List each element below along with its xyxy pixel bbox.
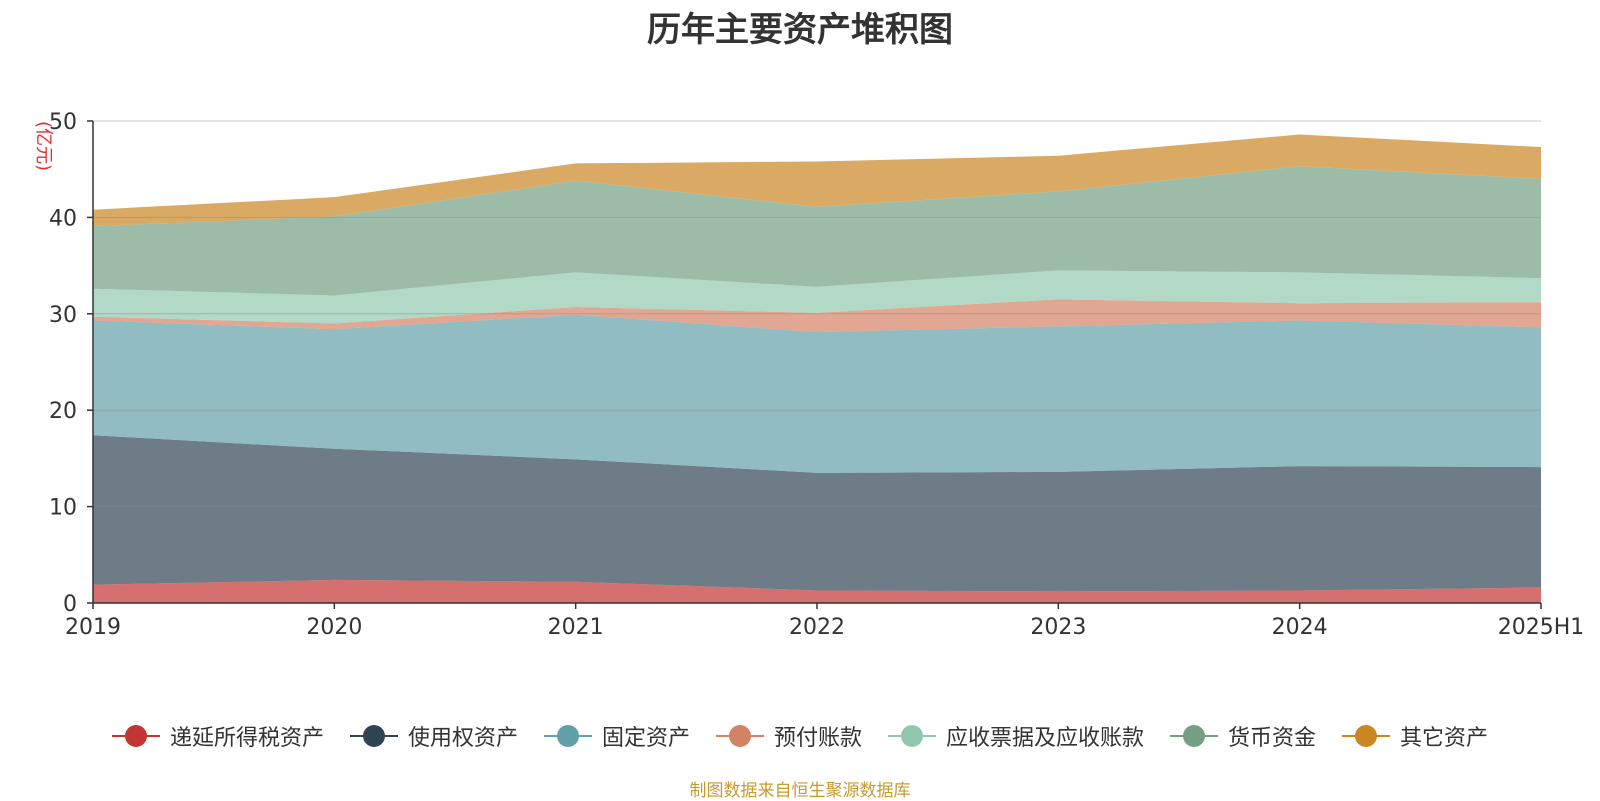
legend-marker-icon	[111, 725, 160, 747]
legend-marker-icon	[888, 725, 936, 747]
legend-marker-dot	[901, 725, 923, 747]
legend-marker-dot	[124, 725, 147, 747]
area-series-2	[93, 314, 1541, 473]
legend-item-5[interactable]: 货币资金	[1170, 720, 1316, 752]
y-tick-label-4: 40	[49, 206, 77, 231]
legend-marker-dot	[362, 725, 385, 747]
legend-item-4[interactable]: 应收票据及应收账款	[888, 720, 1144, 752]
legend-item-2[interactable]: 固定资产	[543, 720, 690, 752]
legend-label: 应收票据及应收账款	[946, 726, 1145, 751]
legend-item-1[interactable]: 使用权资产	[349, 720, 518, 752]
y-tick-label-1: 10	[49, 496, 77, 521]
area-series-6	[93, 134, 1541, 227]
x-tick-label-5: 2024	[1272, 615, 1328, 640]
legend-marker-icon	[715, 725, 764, 747]
legend-label: 预付账款	[773, 726, 862, 751]
legend-marker-dot	[1355, 725, 1378, 747]
legend-marker-icon	[349, 725, 398, 747]
legend-marker-icon	[1342, 725, 1391, 747]
legend-marker-dot	[728, 725, 751, 747]
area-series-5	[93, 166, 1541, 296]
x-tick-label-4: 2023	[1030, 615, 1086, 640]
legend-item-6[interactable]: 其它资产	[1342, 720, 1488, 752]
chart-plot: 0 10 20 30 40 50 2019 2020 2021 2022 2023 2024 2025H…	[33, 110, 1585, 640]
legend-marker-dot	[1183, 725, 1206, 747]
y-tick-label-3: 30	[49, 303, 77, 328]
x-tick-label-2: 2021	[548, 615, 604, 640]
legend-item-0[interactable]: 递延所得税资产	[111, 720, 324, 752]
legend-marker-icon	[543, 725, 592, 747]
legend-item-3[interactable]: 预付账款	[715, 720, 862, 752]
area-series-0	[93, 579, 1541, 603]
area-series-4	[93, 270, 1541, 324]
chart-title: 历年主要资产堆积图	[647, 10, 953, 50]
y-tick-label-0: 0	[63, 592, 77, 617]
area-series-3	[93, 299, 1541, 333]
legend-label: 使用权资产	[407, 726, 518, 751]
legend-label: 递延所得税资产	[169, 726, 324, 751]
y-tick-label-2: 20	[49, 399, 77, 424]
x-tick-label-6: 2025H1	[1498, 615, 1585, 640]
chart-legend: 递延所得税资产 使用权资产 固定资产 预付账款 应收票据及应收账款 货币资金 其它资产	[0, 716, 1600, 756]
x-tick-label-3: 2022	[789, 615, 845, 640]
data-source-note: 制图数据来自恒生聚源数据库	[689, 781, 911, 801]
y-tick-label-5: 50	[49, 110, 77, 135]
x-tick-label-1: 2020	[306, 615, 362, 640]
legend-marker-icon	[1170, 725, 1219, 747]
y-axis-unit-label: (亿元)	[33, 121, 54, 171]
legend-marker-dot	[556, 725, 579, 747]
legend-label: 其它资产	[1400, 726, 1489, 751]
legend-label: 货币资金	[1228, 726, 1317, 751]
legend-label: 固定资产	[601, 726, 690, 751]
area-series-1	[93, 435, 1541, 592]
x-tick-label-0: 2019	[65, 615, 121, 640]
